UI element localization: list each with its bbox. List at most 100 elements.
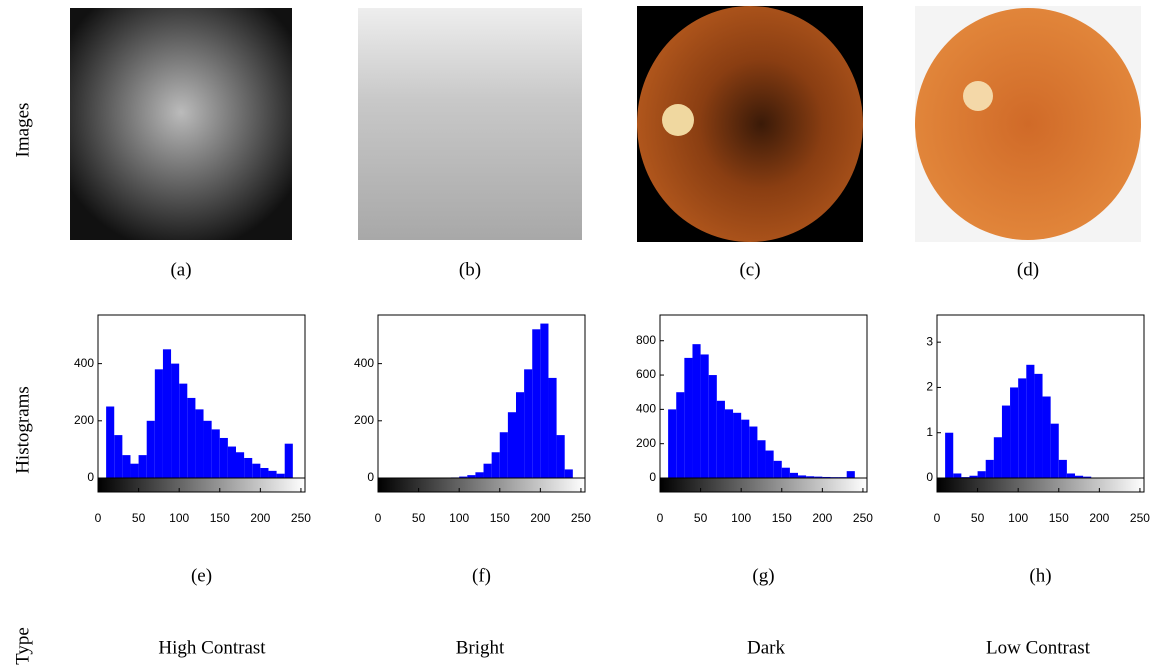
x-tick-label: 50 <box>132 511 146 525</box>
histogram-bar <box>741 420 749 478</box>
histogram-bar <box>508 412 516 478</box>
histogram-bar <box>236 452 244 478</box>
histogram-bar <box>692 344 700 478</box>
y-tick-label: 200 <box>636 436 656 450</box>
y-tick-label: 200 <box>354 413 374 427</box>
x-tick-label: 150 <box>772 511 792 525</box>
histogram-bar <box>668 409 676 478</box>
y-tick-label: 400 <box>636 402 656 416</box>
histogram-bar <box>492 452 500 478</box>
histogram-caption: (f) <box>472 565 491 586</box>
histogram-bar <box>1034 374 1042 478</box>
histogram-bar <box>782 468 790 478</box>
histogram-bar <box>953 473 961 478</box>
y-tick-label: 0 <box>87 470 94 484</box>
y-tick-label: 3 <box>926 334 933 348</box>
y-tick-label: 0 <box>367 470 374 484</box>
histogram-bar <box>684 358 692 478</box>
histogram-bar <box>945 433 953 478</box>
histogram-bar <box>1018 378 1026 478</box>
histogram: 0 200 400 600 800 0 50 100 150 200 250 <box>636 315 873 525</box>
colorbar <box>660 478 867 492</box>
histogram-bar <box>260 468 268 478</box>
x-tick-label: 0 <box>375 511 382 525</box>
histogram-bar <box>106 407 114 478</box>
x-tick-label: 150 <box>210 511 230 525</box>
histogram-bar <box>701 354 709 478</box>
image-caption: (a) <box>170 259 191 280</box>
type-label: Bright <box>456 637 505 658</box>
image-caption: (b) <box>459 259 481 280</box>
x-tick-label: 200 <box>530 511 550 525</box>
histogram-bar <box>163 349 171 478</box>
image-a <box>70 8 292 240</box>
y-tick-label: 800 <box>636 333 656 347</box>
histogram-bar <box>130 464 138 478</box>
histogram-bar <box>1002 406 1010 478</box>
histogram-bar <box>155 369 163 478</box>
row-label: Images <box>12 103 33 158</box>
histogram-bar <box>717 401 725 478</box>
histogram-bar <box>228 447 236 478</box>
y-tick-label: 400 <box>354 356 374 370</box>
histogram-bar <box>204 421 212 478</box>
histogram-caption: (g) <box>752 565 774 586</box>
histogram-bar <box>1043 397 1051 479</box>
y-tick-label: 2 <box>926 380 933 394</box>
colorbar <box>937 478 1144 492</box>
type-label: Dark <box>747 637 785 658</box>
histogram-bar <box>994 437 1002 478</box>
histogram-bar <box>1010 387 1018 478</box>
histogram-caption: (e) <box>191 565 212 586</box>
x-tick-label: 150 <box>490 511 510 525</box>
x-tick-label: 50 <box>694 511 708 525</box>
histogram-bar <box>1059 460 1067 478</box>
type-label: Low Contrast <box>986 637 1091 658</box>
histogram-bar <box>766 451 774 478</box>
histogram-bar <box>540 324 548 478</box>
y-tick-label: 600 <box>636 367 656 381</box>
x-tick-label: 200 <box>250 511 270 525</box>
x-tick-label: 100 <box>449 511 469 525</box>
x-tick-label: 150 <box>1049 511 1069 525</box>
histogram-bar <box>532 329 540 478</box>
x-tick-label: 250 <box>291 511 311 525</box>
histogram-bar <box>1067 473 1075 478</box>
image-c <box>637 6 863 242</box>
x-tick-label: 200 <box>812 511 832 525</box>
x-tick-label: 100 <box>731 511 751 525</box>
histogram-bar <box>500 432 508 478</box>
histogram-bar <box>285 444 293 478</box>
histogram-bar <box>709 375 717 478</box>
x-tick-label: 50 <box>971 511 985 525</box>
x-tick-label: 100 <box>169 511 189 525</box>
histogram-bar <box>725 409 733 478</box>
y-tick-label: 400 <box>74 356 94 370</box>
x-tick-label: 0 <box>657 511 664 525</box>
histogram-bar <box>212 429 220 478</box>
x-tick-label: 0 <box>95 511 102 525</box>
histogram: 0123050100150200250 <box>926 315 1150 525</box>
histogram-bar <box>179 384 187 478</box>
histogram-bar <box>122 455 130 478</box>
histogram-bar <box>147 421 155 478</box>
row-label: Type <box>12 627 33 665</box>
y-tick-label: 1 <box>926 425 933 439</box>
figure: ImagesHistogramsType(a)(b)(c)(d)02004000… <box>0 0 1167 672</box>
y-tick-label: 0 <box>926 470 933 484</box>
histogram-caption: (h) <box>1029 565 1051 586</box>
histogram-bar <box>1051 424 1059 478</box>
histogram-bar <box>114 435 122 478</box>
histogram-bar <box>244 458 252 478</box>
histogram-bar <box>268 471 276 478</box>
histogram-bar <box>484 464 492 478</box>
histogram-bar <box>220 438 228 478</box>
x-tick-label: 250 <box>853 511 873 525</box>
histogram-bar <box>195 409 203 478</box>
row-label: Histograms <box>12 386 33 474</box>
y-tick-label: 0 <box>649 470 656 484</box>
histogram-bar <box>475 472 483 478</box>
image-caption: (d) <box>1017 259 1039 280</box>
histogram-bar <box>676 392 684 478</box>
